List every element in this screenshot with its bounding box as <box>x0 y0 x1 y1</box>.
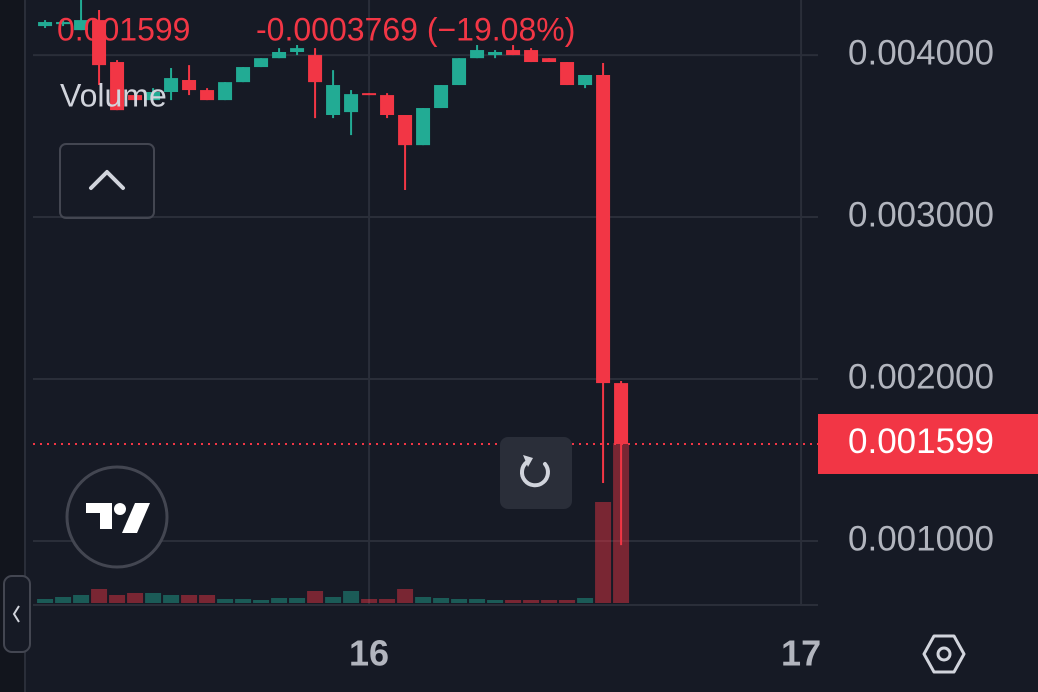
volume-bar <box>73 595 90 603</box>
last-price-tag-label: 0.001599 <box>848 422 994 461</box>
volume-bar <box>577 598 594 603</box>
candle-body <box>326 85 341 116</box>
candle-body <box>560 62 575 86</box>
candle-body <box>344 94 359 113</box>
candle-body <box>290 48 305 52</box>
settings-icon-center[interactable] <box>936 646 952 662</box>
logo-dot[interactable] <box>114 503 126 515</box>
candle-body <box>56 22 71 25</box>
candle-body <box>434 85 449 109</box>
candle-body <box>596 74 611 384</box>
candle-body <box>506 50 521 56</box>
volume-bar <box>55 597 72 603</box>
logo-circle[interactable] <box>65 465 169 569</box>
y-tick-label: 0.004000 <box>848 33 994 72</box>
volume-bar <box>379 599 396 603</box>
volume-bar <box>415 597 432 603</box>
volume-bar <box>343 591 360 603</box>
settings-icon[interactable] <box>922 634 966 674</box>
volume-bar <box>505 600 522 603</box>
candle-body <box>380 95 395 116</box>
chevron-up-icon[interactable] <box>89 170 125 190</box>
reset-arrow[interactable] <box>523 455 533 467</box>
y-tick-label: 0.002000 <box>848 357 994 396</box>
candle-body <box>146 92 161 101</box>
candle-body <box>272 51 287 59</box>
candle-body <box>218 82 233 101</box>
settings-button[interactable] <box>922 634 966 674</box>
volume-bar <box>91 589 108 603</box>
last-price: 0.001599 <box>57 11 190 47</box>
volume-bar <box>559 600 576 603</box>
candle-body <box>308 55 323 83</box>
volume-bar <box>541 600 558 603</box>
candle-body <box>74 20 89 31</box>
volume-bar <box>523 600 540 603</box>
volume-bar <box>433 598 450 603</box>
volume-bar <box>235 599 252 603</box>
volume-bar <box>109 595 126 603</box>
volume-bar <box>397 589 414 603</box>
candle-body <box>92 20 107 66</box>
candle-body <box>488 51 503 56</box>
candle-body <box>236 67 251 83</box>
volume-bar <box>199 595 216 603</box>
left-toggle-frame[interactable] <box>3 575 31 653</box>
x-tick-label: 16 <box>349 633 389 674</box>
candle-body <box>254 58 269 68</box>
candle-body <box>614 383 629 444</box>
reset-button-bg[interactable] <box>500 437 572 509</box>
y-tick-label: 0.001000 <box>848 519 994 558</box>
candle-body <box>470 50 485 59</box>
last-price-tag <box>818 413 1038 474</box>
volume-bar <box>127 593 144 603</box>
volume-bar <box>271 598 288 603</box>
candle-body <box>38 22 53 27</box>
plot-area <box>33 0 818 605</box>
collapse-button[interactable] <box>59 143 155 219</box>
volume-bar <box>361 599 378 603</box>
candle-body <box>362 93 377 96</box>
y-tick-label: 0.003000 <box>848 195 994 234</box>
volume-bar <box>595 502 612 603</box>
candle-body <box>128 95 143 101</box>
price-change: -0.0003769 (−19.08%) <box>256 11 575 47</box>
candle-body <box>578 74 593 86</box>
volume-bar <box>325 597 342 603</box>
reset-icon[interactable] <box>519 460 550 488</box>
volume-bar <box>487 600 504 603</box>
candle-body <box>182 80 197 91</box>
volume-bar <box>37 599 54 603</box>
x-tick-label: 17 <box>781 633 821 674</box>
volume-bar <box>253 600 270 603</box>
candle-body <box>452 58 467 86</box>
reset-button[interactable] <box>500 437 572 509</box>
left-arrow-icon[interactable] <box>12 605 20 623</box>
logo-slash[interactable] <box>122 503 150 533</box>
left-toggle[interactable] <box>3 575 31 653</box>
volume-bar <box>217 599 234 603</box>
candle-body <box>416 108 431 146</box>
volume-bar <box>289 598 306 603</box>
logo-t[interactable] <box>86 503 112 529</box>
volume-bar <box>163 595 180 603</box>
candle-body <box>524 50 539 63</box>
volume-bar <box>469 599 486 603</box>
volume-bar <box>145 593 162 603</box>
candle-body <box>200 90 215 101</box>
volume-bar <box>181 595 198 603</box>
volume-label: Volume <box>60 77 167 113</box>
collapse-button-frame[interactable] <box>59 143 155 219</box>
tradingview-logo[interactable] <box>65 465 169 569</box>
candle-body <box>164 78 179 93</box>
candle-body <box>110 62 125 111</box>
candle-body <box>542 58 557 63</box>
volume-bar <box>451 599 468 603</box>
volume-bar <box>307 591 324 603</box>
candle-body <box>398 115 413 146</box>
